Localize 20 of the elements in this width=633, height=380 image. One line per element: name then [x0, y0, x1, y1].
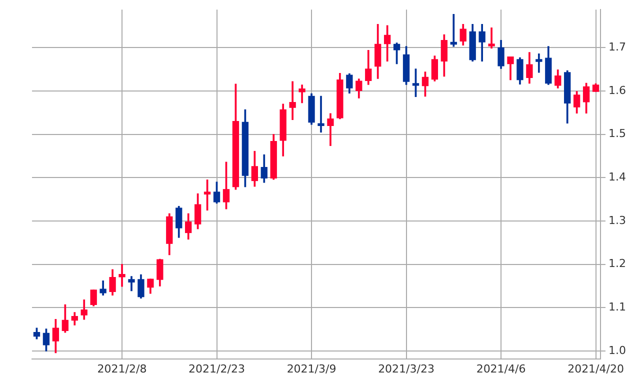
x-tick-label: 2021/3/23: [378, 362, 434, 376]
y-tick-label: 1.3: [608, 214, 626, 227]
x-tick-label: 2021/2/8: [97, 362, 147, 376]
y-tick-label: 1.4: [608, 170, 626, 184]
y-tick-label: 1.0: [608, 344, 626, 357]
y-tick-label: 1.2: [608, 257, 626, 270]
y-tick-label: 1.7: [608, 40, 626, 54]
candlestick: [289, 81, 296, 120]
x-tick-label: 2021/4/6: [476, 362, 526, 376]
x-tick-label: 2021/3/9: [286, 362, 336, 376]
x-tick-label: 2021/4/20: [568, 362, 624, 376]
candlestick: [450, 14, 457, 47]
x-tick-label: 2021/2/23: [188, 362, 245, 376]
y-tick-label: 1.1: [608, 300, 626, 314]
candlestick: [488, 27, 495, 48]
y-tick-label: 1.5: [608, 127, 626, 140]
candlestick: [318, 96, 324, 133]
candlestick: [536, 53, 542, 73]
y-tick-label: 1.6: [608, 84, 626, 97]
candlestick: [118, 264, 126, 287]
